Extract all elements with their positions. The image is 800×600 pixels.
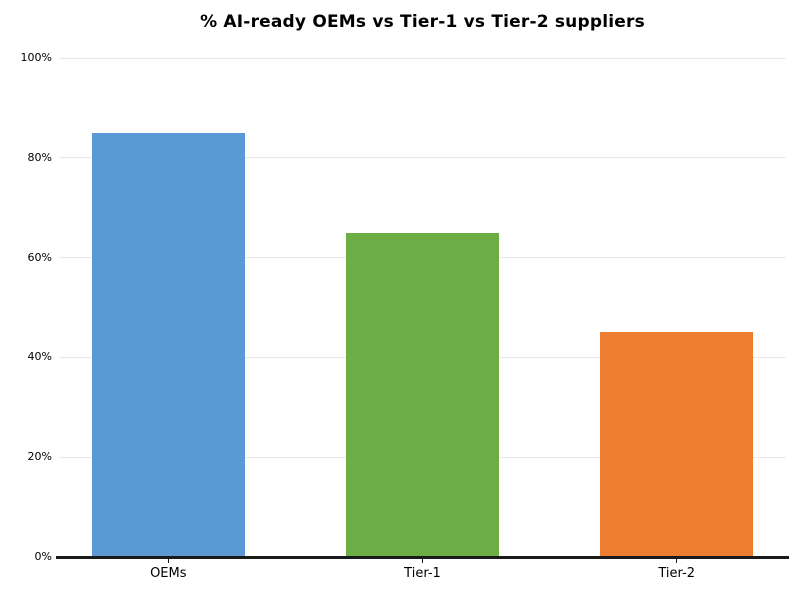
- y-tick-label: 0%: [34, 550, 52, 563]
- y-tick-label: 40%: [27, 350, 52, 364]
- y-tick-label: 20%: [27, 450, 52, 464]
- x-tick: [675, 559, 678, 563]
- x-tick-label: Tier-2: [658, 566, 695, 581]
- bar-tier-1: [346, 232, 499, 557]
- y-tick-label: 60%: [27, 250, 52, 264]
- x-tick-label: Tier-1: [404, 566, 441, 581]
- bar-tier-2: [600, 332, 753, 557]
- x-tick: [167, 559, 170, 563]
- gridline: [59, 57, 786, 59]
- y-tick-label: 80%: [27, 150, 52, 164]
- x-tick-label: OEMs: [150, 566, 187, 581]
- x-tick: [421, 559, 424, 563]
- y-tick-label: 100%: [20, 51, 52, 64]
- chart-title: % AI-ready OEMs vs Tier-1 vs Tier-2 supp…: [200, 12, 645, 32]
- bar-oems: [92, 132, 245, 557]
- gridline: [59, 157, 786, 159]
- x-axis-line: [56, 555, 789, 559]
